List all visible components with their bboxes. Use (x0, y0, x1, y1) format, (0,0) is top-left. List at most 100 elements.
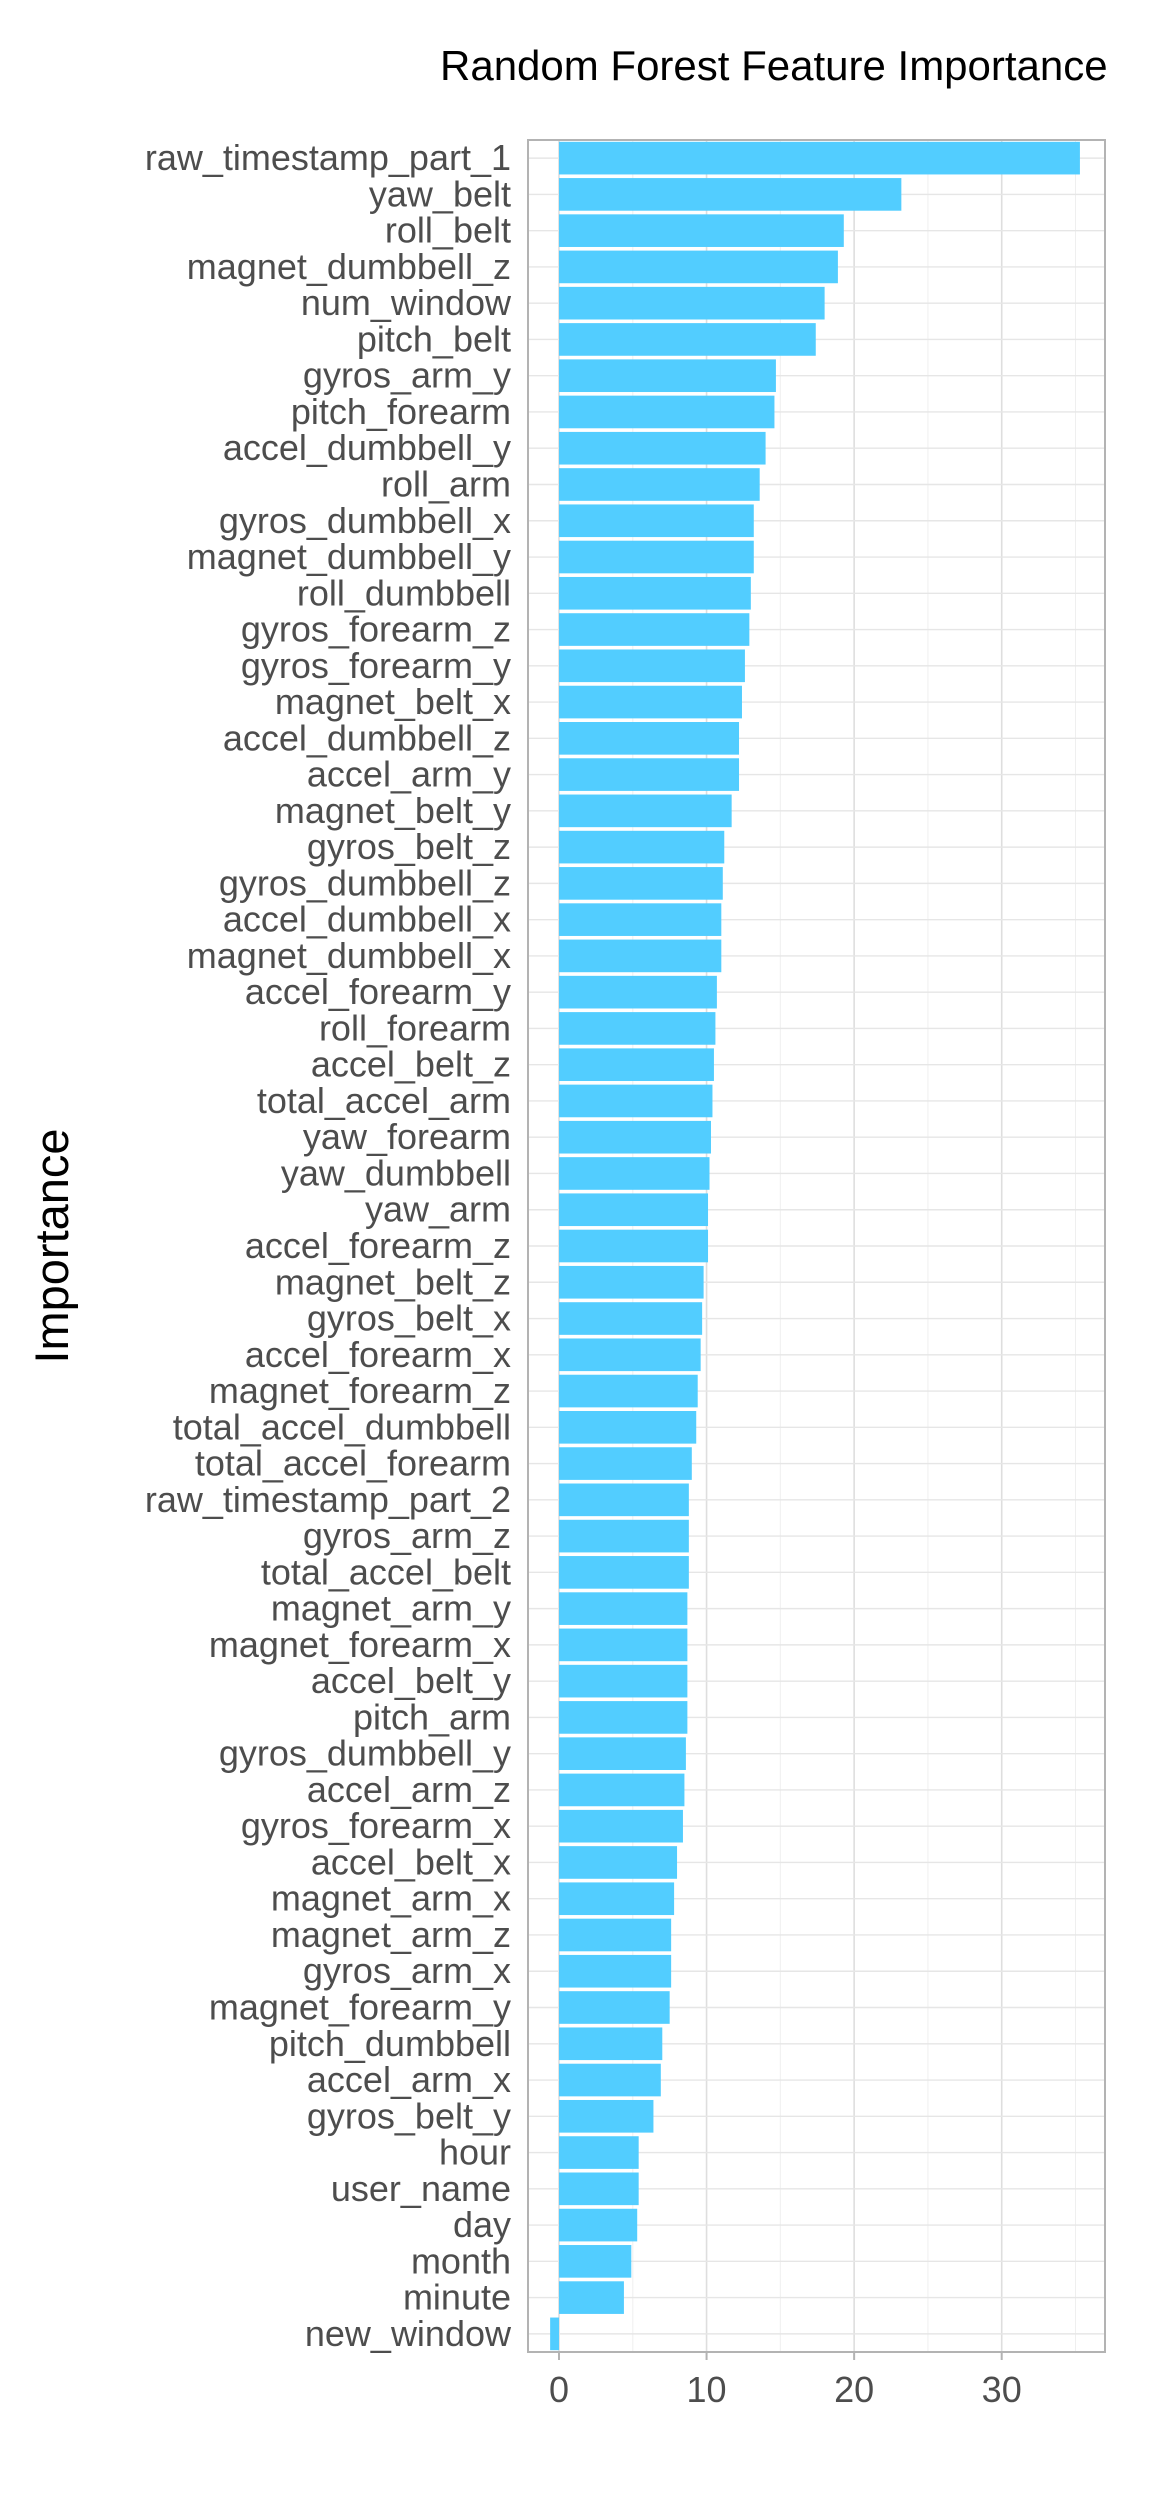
bar-gyros-belt-y (558, 2099, 654, 2133)
bar-yaw-forearm (558, 1120, 711, 1154)
bar-total-accel-dumbbell (558, 1410, 697, 1444)
category-label: accel_dumbbell_y (223, 427, 511, 468)
category-label: magnet_belt_y (275, 790, 511, 831)
bar-accel-belt-z (558, 1048, 714, 1082)
category-label: raw_timestamp_part_2 (145, 1479, 511, 1520)
bar-raw-timestamp-part-2 (558, 1483, 689, 1517)
bar-gyros-forearm-z (558, 613, 750, 646)
category-label: yaw_arm (365, 1189, 511, 1230)
category-label: day (453, 2204, 511, 2245)
bar-magnet-forearm-y (558, 1991, 670, 2024)
bar-gyros-dumbbell-z (558, 867, 723, 900)
category-label: accel_belt_z (311, 1044, 511, 1085)
category-label: magnet_forearm_y (209, 1987, 511, 2028)
y-axis-label: Importance (25, 1128, 78, 1363)
bar-magnet-arm-z (558, 1918, 672, 1952)
bar-gyros-arm-y (558, 359, 776, 393)
category-label: total_accel_belt (261, 1551, 511, 1592)
bar-magnet-arm-x (558, 1882, 675, 1916)
bar-gyros-arm-x (558, 1954, 672, 1988)
category-label: roll_arm (381, 463, 511, 504)
bar-gyros-forearm-y (558, 649, 745, 683)
category-label: gyros_forearm_x (241, 1805, 511, 1846)
bar-magnet-belt-y (558, 794, 732, 828)
bar-magnet-forearm-x (558, 1628, 688, 1662)
category-label: month (411, 2240, 511, 2281)
bar-magnet-belt-z (558, 1265, 704, 1299)
bar-pitch-dumbbell (558, 2027, 663, 2061)
category-label: magnet_arm_z (271, 1914, 511, 1955)
bar-accel-arm-z (558, 1773, 685, 1807)
category-label: magnet_forearm_x (209, 1624, 511, 1665)
bar-pitch-belt (558, 323, 816, 356)
category-label: accel_dumbbell_z (223, 717, 511, 758)
category-label: gyros_belt_y (307, 2095, 511, 2136)
category-label: accel_dumbbell_x (223, 899, 511, 940)
category-label: accel_forearm_y (245, 971, 511, 1012)
bar-gyros-dumbbell-x (558, 504, 754, 538)
x-tick-label: 0 (549, 2369, 569, 2410)
category-label: gyros_forearm_y (241, 645, 511, 686)
category-label: accel_forearm_x (245, 1334, 511, 1375)
bar-total-accel-forearm (558, 1447, 692, 1480)
category-labels: raw_timestamp_part_1yaw_beltroll_beltmag… (145, 137, 512, 2354)
category-label: accel_belt_x (311, 1841, 511, 1882)
bar-accel-arm-y (558, 758, 740, 791)
bar-accel-forearm-x (558, 1338, 701, 1372)
bar-magnet-dumbbell-z (558, 250, 838, 284)
bar-raw-timestamp-part-1 (558, 141, 1080, 175)
category-label: gyros_belt_z (307, 826, 511, 867)
category-label: roll_forearm (319, 1007, 511, 1048)
bar-gyros-belt-x (558, 1302, 703, 1335)
bar-magnet-dumbbell-x (558, 939, 722, 973)
category-label: minute (403, 2277, 511, 2318)
category-label: gyros_forearm_z (241, 609, 511, 650)
bar-day (558, 2208, 638, 2242)
bar-accel-arm-x (558, 2063, 661, 2097)
category-label: accel_arm_z (307, 1769, 511, 1810)
category-label: accel_forearm_z (245, 1225, 511, 1266)
bar-accel-dumbbell-z (558, 722, 740, 755)
category-label: new_window (305, 2313, 512, 2354)
bar-gyros-forearm-x (558, 1809, 683, 1843)
x-tick-label: 20 (834, 2369, 874, 2410)
x-tick-label: 10 (687, 2369, 727, 2410)
bar-magnet-forearm-z (558, 1374, 698, 1408)
category-label: accel_arm_y (307, 754, 511, 795)
category-label: pitch_belt (357, 318, 511, 359)
bar-magnet-arm-y (558, 1592, 688, 1625)
category-label: gyros_arm_x (303, 1950, 511, 1991)
category-label: raw_timestamp_part_1 (145, 137, 511, 178)
bar-gyros-belt-z (558, 830, 725, 864)
category-label: magnet_dumbbell_z (187, 246, 511, 287)
bar-yaw-dumbbell (558, 1157, 710, 1190)
panel-border (527, 139, 1106, 2353)
category-label: gyros_dumbbell_x (219, 500, 511, 541)
bar-magnet-dumbbell-y (558, 540, 754, 574)
bar-roll-dumbbell (558, 576, 751, 610)
bar-accel-dumbbell-y (558, 431, 766, 465)
bar-accel-belt-y (558, 1664, 688, 1698)
category-label: roll_belt (385, 210, 511, 251)
bar-yaw-arm (558, 1193, 709, 1227)
x-tick-label: 30 (982, 2369, 1022, 2410)
category-label: yaw_belt (369, 173, 511, 214)
category-label: yaw_dumbbell (281, 1152, 511, 1193)
category-label: num_window (301, 282, 512, 323)
bar-total-accel-arm (558, 1084, 713, 1118)
category-label: total_accel_forearm (195, 1443, 511, 1484)
bar-gyros-dumbbell-y (558, 1737, 686, 1770)
bar-minute (558, 2281, 624, 2314)
bar-accel-dumbbell-x (558, 903, 722, 936)
category-label: magnet_dumbbell_x (187, 935, 511, 976)
category-label: pitch_dumbbell (269, 2023, 511, 2064)
bar-yaw-belt (558, 178, 902, 211)
category-label: accel_belt_y (311, 1660, 511, 1701)
chart-title: Random Forest Feature Importance (440, 42, 1108, 89)
bar-roll-arm (558, 468, 760, 501)
bar-gyros-arm-z (558, 1519, 689, 1553)
category-label: magnet_dumbbell_y (187, 536, 511, 577)
bar-total-accel-belt (558, 1556, 689, 1589)
category-label: magnet_arm_y (271, 1588, 511, 1629)
